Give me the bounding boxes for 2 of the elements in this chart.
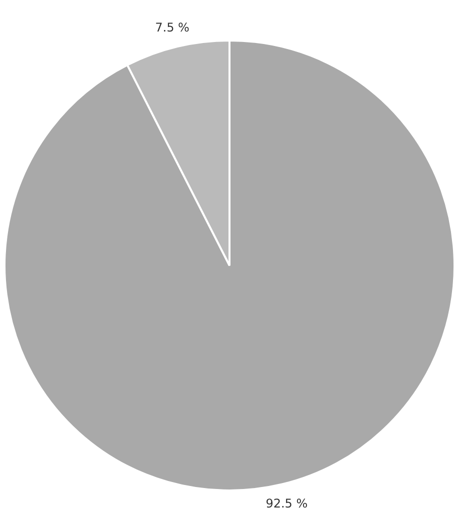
data-label: 7.5 % — [155, 20, 190, 34]
data-label: 92.5 % — [266, 496, 308, 511]
